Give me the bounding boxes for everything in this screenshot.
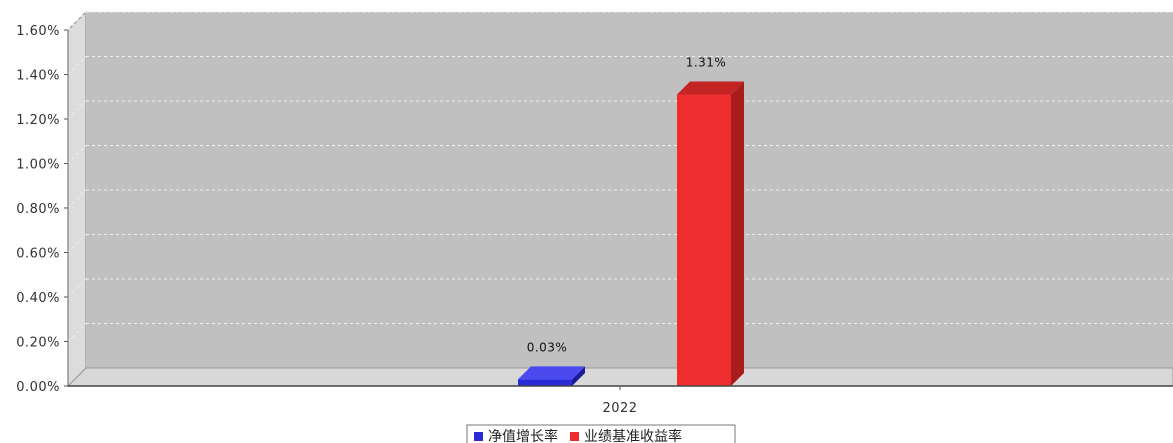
- grid-lines: [67, 11, 1173, 342]
- grid-line-wall: [67, 100, 87, 120]
- plot-area: [66, 10, 1173, 388]
- grid-line-wall: [67, 145, 87, 164]
- bar-top: [518, 366, 585, 380]
- grid-line-wall: [67, 11, 87, 31]
- x-tick-label: 2022: [602, 401, 637, 416]
- legend-swatch: [570, 432, 579, 441]
- bar-side: [572, 366, 585, 386]
- y-tick-label: 1.00%: [16, 158, 60, 173]
- y-tick-label: 0.40%: [16, 291, 60, 306]
- y-tick-label: 1.60%: [16, 24, 60, 39]
- y-tick-label: 0.80%: [16, 202, 60, 217]
- bar-top: [677, 81, 744, 95]
- grid-line-wall: [67, 56, 87, 75]
- legend-box: [466, 424, 736, 443]
- legend: 净值增长率 业绩基准收益率: [466, 424, 736, 443]
- y-axis: 0.00% 0.20% 0.40% 0.60% 0.80% 1.00% 1.20% 1.40%…: [16, 24, 69, 395]
- data-label: 1.31%: [686, 56, 727, 70]
- bar-nav-growth: 0.03%: [518, 340, 585, 386]
- x-axis: 2022: [68, 385, 1173, 416]
- bars: 0.03% 1.31%: [518, 56, 744, 387]
- bar-benchmark-return: 1.31%: [677, 56, 744, 387]
- bar-front: [518, 379, 572, 386]
- y-tick-label: 1.20%: [16, 113, 60, 128]
- bar-side: [731, 81, 744, 387]
- bar-front: [677, 94, 731, 387]
- legend-label: 业绩基准收益率: [584, 428, 682, 443]
- y-tick-label: 0.20%: [16, 336, 60, 351]
- legend-label: 净值增长率: [488, 428, 558, 443]
- grid-line-wall: [67, 278, 87, 298]
- legend-swatch: [474, 432, 483, 441]
- y-tick-label: 0.00%: [16, 380, 60, 395]
- floor: [66, 367, 1173, 387]
- data-label: 0.03%: [527, 340, 568, 354]
- y-tick-label: 1.40%: [16, 69, 60, 84]
- y-tick-label: 0.60%: [16, 247, 60, 262]
- grid-line-wall: [67, 323, 87, 342]
- grid-line-wall: [67, 189, 87, 209]
- grid-line-wall: [67, 234, 87, 253]
